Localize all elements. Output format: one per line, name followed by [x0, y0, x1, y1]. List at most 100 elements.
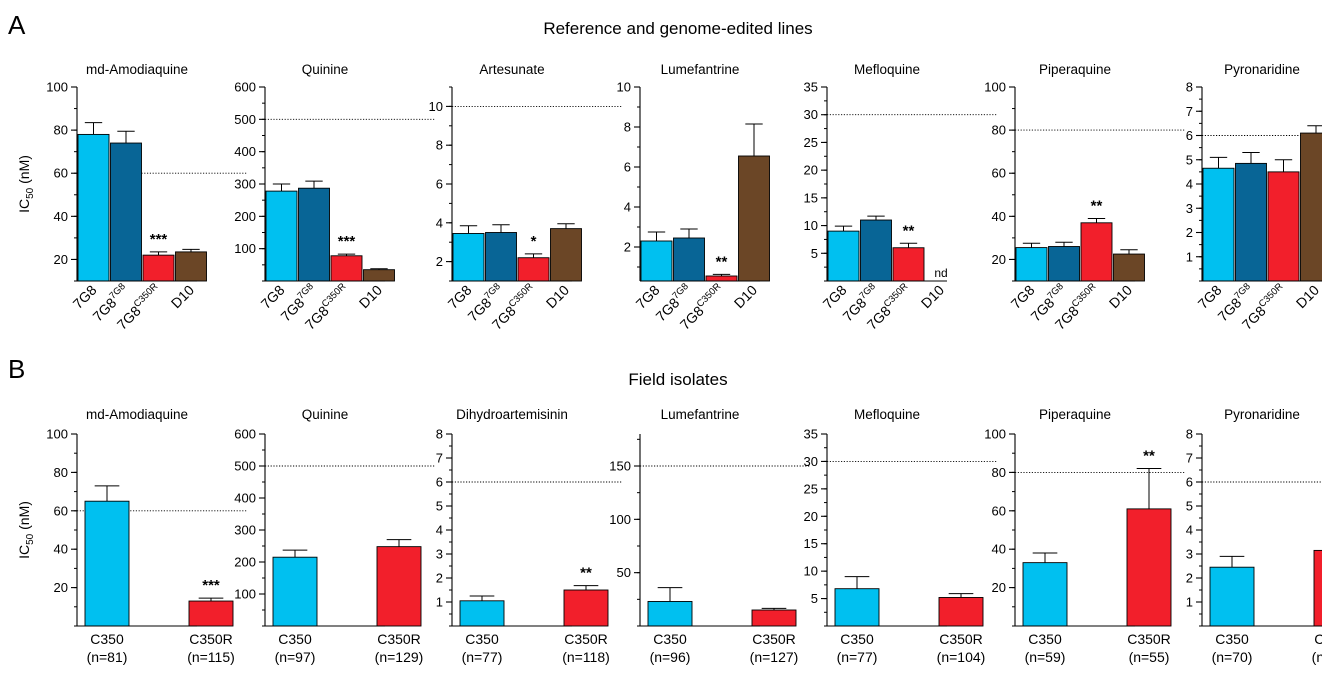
y-tick-label: 80 [992, 123, 1006, 138]
bar [265, 190, 298, 282]
bar [1022, 562, 1068, 627]
chart-title: Lumefantrine [661, 62, 740, 77]
category-n-label: (n=55) [1129, 649, 1170, 665]
y-tick-label: 15 [804, 190, 818, 205]
nd-label: nd [934, 266, 947, 280]
y-tick-label: 200 [234, 555, 256, 570]
y-tick-label: 20 [992, 580, 1006, 595]
category-label: D10 [918, 282, 948, 312]
y-tick-label: 35 [804, 80, 818, 95]
category-label: C350R [1314, 631, 1322, 647]
category-label: C350R [377, 631, 421, 647]
category-label: C350 [90, 631, 124, 647]
category-n-label: (n=104) [937, 649, 986, 665]
bar [938, 597, 984, 627]
category-n-label: (n=96) [650, 649, 691, 665]
y-tick-label: 2 [436, 571, 443, 586]
chart-title: Piperaquine [1039, 407, 1111, 422]
bar [330, 255, 363, 282]
chart-title: md-Amodiaquine [86, 62, 188, 77]
y-tick-label: 60 [992, 166, 1006, 181]
y-tick-label: 600 [234, 427, 256, 442]
bar [188, 600, 234, 627]
y-tick-label: 5 [811, 591, 818, 606]
y-tick-label: 60 [54, 503, 68, 518]
bar [640, 240, 673, 282]
significance-label: ** [716, 253, 728, 270]
y-tick-label: 25 [804, 135, 818, 150]
y-tick-label: 40 [54, 542, 68, 557]
category-label: D10 [356, 282, 386, 312]
bar [1313, 549, 1322, 627]
y-tick-label: 5 [1186, 499, 1193, 514]
category-label: C350 [840, 631, 874, 647]
y-axis-label: IC50 (nM) [16, 155, 36, 213]
category-label: C350 [278, 631, 312, 647]
y-tick-label: 8 [624, 120, 631, 135]
y-tick-label: 4 [1186, 523, 1193, 538]
y-tick-label: 40 [992, 542, 1006, 557]
y-tick-label: 80 [992, 465, 1006, 480]
category-n-label: (n=129) [375, 649, 424, 665]
chart-title: Pyronaridine [1224, 62, 1300, 77]
significance-label: *** [338, 233, 356, 250]
bar [1048, 246, 1080, 282]
y-tick-label: 10 [429, 99, 443, 114]
significance-label: ** [1091, 197, 1103, 214]
bar [647, 601, 693, 627]
y-tick-label: 4 [1186, 177, 1193, 192]
bar [485, 232, 517, 282]
y-tick-label: 100 [46, 80, 68, 95]
chart-title: Mefloquine [854, 407, 920, 422]
bar [834, 588, 880, 627]
y-tick-label: 20 [804, 163, 818, 178]
significance-label: *** [202, 577, 220, 594]
y-tick-label: 5 [1186, 152, 1193, 167]
y-tick-label: 400 [234, 491, 256, 506]
category-label: C350R [1127, 631, 1171, 647]
category-n-label: (n=70) [1212, 649, 1253, 665]
y-tick-label: 3 [436, 547, 443, 562]
y-tick-label: 100 [984, 80, 1006, 95]
y-tick-label: 500 [234, 459, 256, 474]
bar [892, 247, 925, 282]
y-tick-label: 6 [1186, 475, 1193, 490]
y-tick-label: 100 [234, 241, 256, 256]
y-tick-label: 1 [1186, 595, 1193, 610]
y-tick-label: 6 [624, 160, 631, 175]
bar [1209, 566, 1255, 627]
bar [1126, 508, 1172, 627]
y-tick-label: 5 [436, 499, 443, 514]
y-axis-label: IC50 (nM) [16, 501, 36, 559]
y-tick-label: 4 [436, 215, 443, 230]
bar [517, 257, 550, 282]
bar [110, 142, 142, 282]
y-tick-label: 25 [804, 481, 818, 496]
chart-title: Quinine [302, 62, 349, 77]
chart-title: Pyronaridine [1224, 407, 1300, 422]
chart-b-6: Piperaquine C350 (n=59) ** C350R (n=55) 20 40 60… [984, 407, 1185, 665]
y-tick-label: 20 [992, 252, 1006, 267]
category-n-label: (n=97) [275, 649, 316, 665]
y-tick-label: 200 [234, 209, 256, 224]
category-label: D10 [543, 282, 573, 312]
bar [1202, 167, 1235, 282]
bar [673, 237, 705, 282]
bar [738, 155, 770, 282]
y-tick-label: 6 [436, 177, 443, 192]
bar [459, 600, 505, 627]
y-tick-label: 3 [1186, 201, 1193, 216]
y-tick-label: 50 [617, 565, 631, 580]
category-label: C350R [752, 631, 796, 647]
panel-label-a: A [8, 10, 26, 40]
category-n-label: (n=77) [462, 649, 503, 665]
significance-label: *** [150, 231, 168, 248]
category-label: C350R [564, 631, 608, 647]
row-title-b: Field isolates [628, 370, 727, 389]
y-tick-label: 30 [804, 454, 818, 469]
category-n-label: (n=118) [562, 649, 610, 665]
